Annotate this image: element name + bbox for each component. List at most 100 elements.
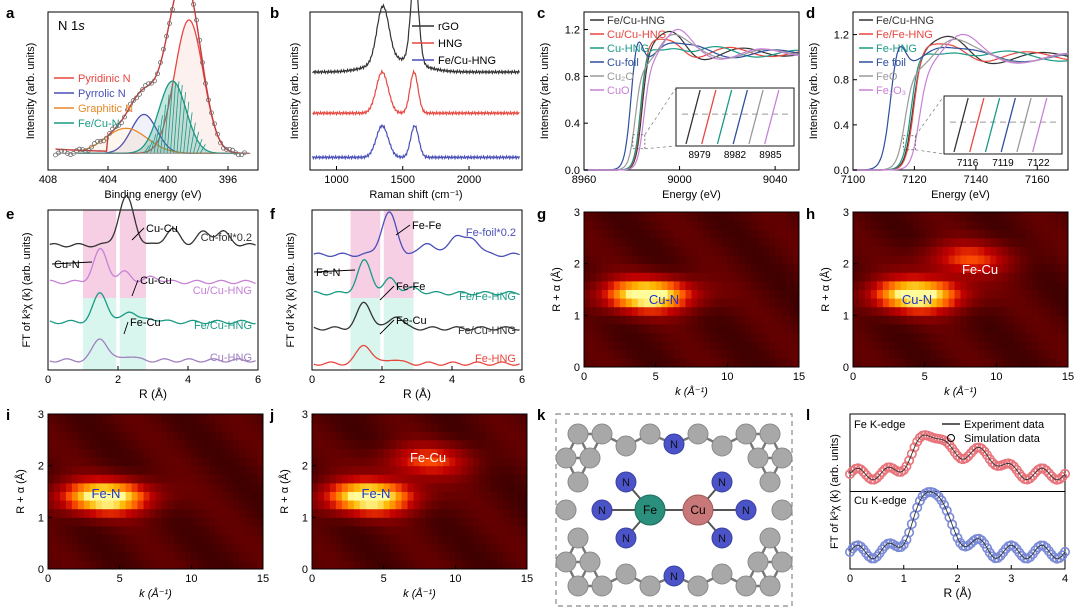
heatmap-cell xyxy=(775,289,782,299)
heatmap-cell xyxy=(83,525,91,536)
heatmap-cell xyxy=(864,315,872,325)
heatmap-cell xyxy=(912,255,920,265)
heatmap-cell xyxy=(161,517,168,527)
heatmap-cell xyxy=(221,525,228,536)
heatmap-cell xyxy=(1014,341,1021,351)
heatmap-cell xyxy=(59,491,67,501)
heatmap-cell xyxy=(787,263,794,273)
heatmap-cell xyxy=(503,500,510,510)
heatmap-cell xyxy=(401,551,409,561)
heatmap-cell xyxy=(329,457,337,467)
y-tick-label: 0 xyxy=(574,362,580,374)
heatmap-cell xyxy=(119,543,127,553)
x-tick-label: 0 xyxy=(45,374,51,386)
y-tick-label: 0 xyxy=(302,564,308,576)
heatmap-cell xyxy=(347,474,355,484)
heatmap-cell xyxy=(419,517,426,527)
heatmap-cell xyxy=(107,534,115,544)
heatmap-cell xyxy=(876,272,884,282)
heatmap-cell xyxy=(763,212,770,222)
heatmap-cell xyxy=(353,534,361,544)
heatmap-cell xyxy=(613,349,621,359)
carbon-atom xyxy=(555,499,577,521)
heatmap-cell xyxy=(1002,212,1009,222)
heatmap-cell xyxy=(149,551,156,561)
heatmap-cell xyxy=(882,272,890,282)
heatmap-cell xyxy=(948,358,956,368)
heatmap-cell xyxy=(377,517,385,527)
heatmap-cell xyxy=(239,508,246,518)
heatmap-cell xyxy=(341,422,349,432)
y-tick-label: 1 xyxy=(38,512,44,524)
heatmap-cell xyxy=(509,482,516,492)
heatmap-cell xyxy=(912,220,920,230)
heatmap-cell xyxy=(1002,332,1009,342)
heatmap-cell xyxy=(239,448,246,458)
heatmap-cell xyxy=(359,422,367,432)
heatmap-cell xyxy=(972,255,979,265)
y-axis-label: Intensity (arb. units) xyxy=(289,43,301,140)
y-axis-label: R + α (Å) xyxy=(14,469,27,514)
heatmap-cell xyxy=(239,474,246,484)
heatmap-cell xyxy=(233,491,240,501)
carbon-atom xyxy=(567,471,589,493)
heatmap-cell xyxy=(413,525,420,536)
heatmap-cell xyxy=(655,280,663,290)
heatmap-cell xyxy=(781,263,788,273)
heatmap-cell xyxy=(1032,289,1039,299)
heatmap-cell xyxy=(149,465,156,475)
heatmap-cell xyxy=(173,414,180,424)
heatmap-cell xyxy=(894,298,902,308)
heatmap-cell xyxy=(257,431,264,441)
heatmap-cell xyxy=(900,263,908,273)
heatmap-cell xyxy=(888,246,896,256)
heatmap-cell xyxy=(137,517,145,527)
heatmap-cell xyxy=(323,543,331,553)
heatmap-cell xyxy=(377,474,385,484)
experiment-point xyxy=(89,144,94,150)
heatmap-cell xyxy=(960,315,967,325)
heatmap-cell xyxy=(443,482,450,492)
y-tick-label: 0.0 xyxy=(834,165,849,177)
heatmap-cell xyxy=(1020,298,1027,308)
heatmap-cell xyxy=(870,246,878,256)
heatmap-cell xyxy=(341,474,349,484)
heatmap-cell xyxy=(793,263,800,273)
heatmap-cell xyxy=(239,465,246,475)
heatmap-cell xyxy=(467,448,474,458)
heatmap-cell xyxy=(485,474,492,484)
heatmap-cell xyxy=(125,534,133,544)
heatmap-cell xyxy=(960,323,967,334)
heatmap-cell xyxy=(1032,237,1039,247)
heatmap-cell xyxy=(359,508,367,518)
x-tick-label: 5 xyxy=(381,573,387,585)
heatmap-cell xyxy=(1038,349,1045,359)
heatmap-cell xyxy=(143,551,151,561)
heatmap-cell xyxy=(912,289,920,299)
heatmap-cell xyxy=(1020,220,1027,230)
heatmap-cell xyxy=(721,306,728,316)
heatmap-cell xyxy=(1026,358,1033,368)
zoom-connector xyxy=(915,149,945,155)
heatmap-cell xyxy=(221,482,228,492)
heatmap-cell xyxy=(167,474,174,484)
heatmap-cell xyxy=(347,422,355,432)
heatmap-cell xyxy=(95,414,103,424)
heatmap-cell xyxy=(137,551,145,561)
heatmap-cell xyxy=(71,431,79,441)
heatmap-cell xyxy=(197,431,204,441)
heatmap-cell xyxy=(48,543,55,553)
heatmap-cell xyxy=(461,439,468,449)
y-tick-label: 1 xyxy=(843,310,849,322)
heatmap-cell xyxy=(709,237,716,247)
heatmap-cell xyxy=(1038,358,1045,368)
heatmap-cell xyxy=(455,491,462,501)
simulation-point xyxy=(949,526,960,537)
heatmap-cell xyxy=(239,517,246,527)
heatmap-cell xyxy=(679,229,687,239)
heatmap-cell xyxy=(125,525,133,536)
heatmap-cell xyxy=(1044,220,1051,230)
legend-label: CuO xyxy=(607,85,630,97)
heatmap-cell xyxy=(1008,298,1015,308)
